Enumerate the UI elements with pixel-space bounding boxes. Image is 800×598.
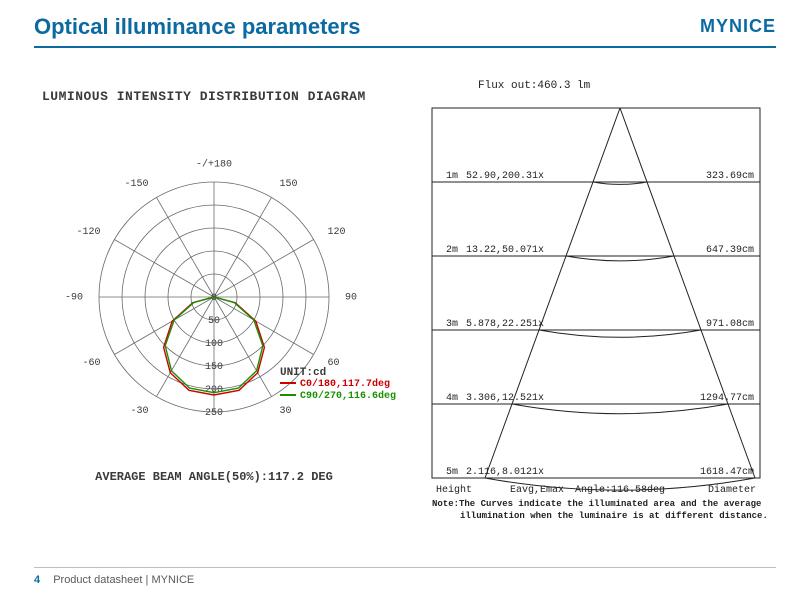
svg-text:Note:The Curves indicate the i: Note:The Curves indicate the illuminated… <box>432 499 761 509</box>
cone-panel: Flux out:460.3 lm 1m 52.90,200.31x 323.69c… <box>420 74 776 548</box>
polar-panel: LUMINOUS INTENSITY DISTRIBUTION DIAGRAM … <box>34 74 394 548</box>
svg-text:647.39cm: 647.39cm <box>706 245 754 256</box>
svg-text:4m: 4m <box>446 393 458 404</box>
svg-text:-30: -30 <box>130 406 148 417</box>
svg-text:-/+180: -/+180 <box>196 159 232 171</box>
polar-svg: -/+180150120906030-150-120-90-60-3005010… <box>34 107 394 467</box>
page-title: Optical illuminance parameters <box>34 14 776 40</box>
page-footer: 4 Product datasheet | MYNICE <box>34 567 776 586</box>
footer-text: Product datasheet | MYNICE <box>53 574 194 586</box>
svg-text:100: 100 <box>205 339 223 350</box>
legend-c90-label: C90/270,116.6deg <box>300 391 396 402</box>
svg-text:1m: 1m <box>446 171 458 182</box>
svg-text:52.90,200.31x: 52.90,200.31x <box>466 171 544 182</box>
svg-text:2m: 2m <box>446 245 458 256</box>
legend-c0-swatch <box>280 382 296 384</box>
svg-text:Diameter: Diameter <box>708 484 756 496</box>
svg-text:Eavg,Emax: Eavg,Emax <box>510 485 564 496</box>
avg-beam-angle: AVERAGE BEAM ANGLE(50%):117.2 DEG <box>34 471 394 483</box>
svg-text:illumination when the luminair: illumination when the luminaire is at di… <box>460 511 768 521</box>
page-number: 4 <box>34 574 40 586</box>
brand-logo: MYNICE <box>700 16 776 37</box>
svg-text:0: 0 <box>211 293 217 304</box>
svg-text:150: 150 <box>280 179 298 190</box>
polar-legend: UNIT:cd C0/180,117.7deg C90/270,116.6deg <box>280 368 396 403</box>
cone-svg: 1m 52.90,200.31x 323.69cm 2m 13.22,50.071x 64… <box>420 92 772 532</box>
svg-text:30: 30 <box>280 406 292 417</box>
svg-text:150: 150 <box>205 362 223 373</box>
svg-text:90: 90 <box>345 293 357 304</box>
page: Optical illuminance parameters MYNICE LU… <box>0 0 800 598</box>
content-area: LUMINOUS INTENSITY DISTRIBUTION DIAGRAM … <box>34 74 776 548</box>
svg-text:-150: -150 <box>124 179 148 190</box>
legend-c0: C0/180,117.7deg <box>280 379 396 391</box>
svg-text:13.22,50.071x: 13.22,50.071x <box>466 245 544 256</box>
svg-text:-90: -90 <box>65 293 83 304</box>
svg-text:50: 50 <box>208 316 220 327</box>
svg-text:5m: 5m <box>446 467 458 478</box>
svg-text:5.878,22.251x: 5.878,22.251x <box>466 319 544 330</box>
svg-text:3m: 3m <box>446 319 458 330</box>
svg-text:1618.47cm: 1618.47cm <box>700 467 754 478</box>
flux-label: Flux out:460.3 lm <box>478 80 776 92</box>
svg-text:250: 250 <box>205 408 223 419</box>
svg-text:-60: -60 <box>83 358 101 369</box>
legend-c90: C90/270,116.6deg <box>280 391 396 403</box>
svg-text:2.116,8.0121x: 2.116,8.0121x <box>466 467 544 478</box>
page-header: Optical illuminance parameters MYNICE <box>34 14 776 40</box>
legend-c0-label: C0/180,117.7deg <box>300 379 390 390</box>
unit-label: UNIT:cd <box>280 368 396 379</box>
svg-text:3.306,12.521x: 3.306,12.521x <box>466 393 544 404</box>
svg-text:1294.77cm: 1294.77cm <box>700 393 754 404</box>
polar-title: LUMINOUS INTENSITY DISTRIBUTION DIAGRAM <box>42 90 394 103</box>
svg-text:Height: Height <box>436 484 472 496</box>
header-rule <box>34 46 776 48</box>
svg-text:-120: -120 <box>77 227 101 238</box>
svg-text:120: 120 <box>327 227 345 238</box>
polar-chart: -/+180150120906030-150-120-90-60-3005010… <box>34 107 394 467</box>
legend-c90-swatch <box>280 394 296 396</box>
svg-text:Angle:116.58deg: Angle:116.58deg <box>575 484 665 496</box>
svg-text:971.08cm: 971.08cm <box>706 319 754 330</box>
svg-text:323.69cm: 323.69cm <box>706 171 754 182</box>
